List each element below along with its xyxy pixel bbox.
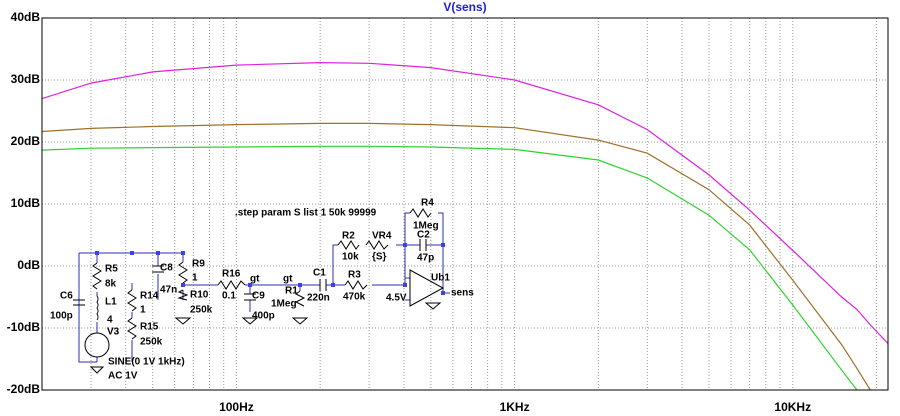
- grounds: [89, 302, 442, 374]
- component-label: R3: [348, 270, 361, 281]
- x-tick-label: 100Hz: [219, 400, 254, 414]
- component-label: 0.1: [222, 291, 236, 302]
- component-label: 1Meg: [413, 221, 439, 232]
- component-label: 1: [140, 305, 146, 316]
- component-label: C6: [60, 291, 73, 302]
- component-label: V3: [107, 327, 120, 338]
- y-tick-label: 30dB: [11, 72, 41, 86]
- x-tick-label: 10KHz: [774, 400, 811, 414]
- y-tick-label: -20dB: [7, 382, 41, 396]
- component-label: L1: [105, 297, 117, 308]
- component-label: R14: [140, 291, 159, 302]
- component-label: C9: [252, 291, 265, 302]
- component-label: AC 1V: [108, 371, 138, 382]
- schematic: .step param S list 1 50k 99999 R4 1Meg R2 V…: [50, 198, 474, 382]
- junctions: [95, 243, 445, 295]
- component-label: 4.5V: [386, 293, 407, 304]
- component-label: 100p: [50, 311, 73, 322]
- component-label: 250k: [140, 337, 163, 348]
- component-label: gt: [283, 274, 293, 285]
- y-tick-label: -10dB: [7, 320, 41, 334]
- x-tick-label: 1KHz: [500, 400, 530, 414]
- y-tick-label: 40dB: [11, 10, 41, 24]
- component-label: 47n: [160, 285, 177, 296]
- component-label: R4: [421, 198, 434, 209]
- components: [73, 208, 445, 340]
- component-label: R15: [140, 322, 159, 333]
- component-label: Ub1: [431, 273, 450, 284]
- component-label: 1Meg: [271, 299, 297, 310]
- series-line: [42, 122, 872, 390]
- component-label: 10k: [342, 252, 359, 263]
- component-label: 4: [107, 315, 113, 326]
- plot-lines: [42, 61, 888, 390]
- component-label: {S}: [372, 252, 387, 263]
- series-line: [42, 61, 888, 344]
- y-tick-label: 0dB: [17, 258, 40, 272]
- component-label: R2: [342, 231, 355, 242]
- component-label: 220n: [307, 293, 330, 304]
- component-label: 8k: [105, 279, 117, 290]
- component-label: 400p: [252, 311, 275, 322]
- component-label: C8: [160, 263, 173, 274]
- component-label: R16: [222, 269, 241, 280]
- component-label: 470k: [343, 292, 366, 303]
- component-label: R9: [192, 259, 205, 270]
- component-label: gt: [250, 274, 260, 285]
- voltage-source: [84, 332, 110, 358]
- y-tick-label: 20dB: [11, 134, 41, 148]
- component-label: 250k: [190, 305, 213, 316]
- plot-frame: [41, 17, 889, 391]
- component-label: R10: [190, 290, 209, 301]
- component-label: 1: [192, 273, 198, 284]
- component-label: 47p: [417, 253, 434, 264]
- y-tick-label: 10dB: [11, 196, 41, 210]
- component-label: C2: [417, 230, 430, 241]
- grid: [41, 17, 888, 391]
- component-label: VR4: [372, 231, 392, 242]
- component-label: R1: [285, 286, 298, 297]
- component-label: sens: [451, 288, 474, 299]
- component-label: SINE(0 1V 1kHz): [108, 357, 185, 368]
- component-label: C1: [313, 268, 326, 279]
- spice-directive: .step param S list 1 50k 99999: [235, 208, 377, 219]
- component-label: R5: [105, 264, 118, 275]
- chart-title: V(sens): [443, 0, 486, 14]
- series-line: [42, 145, 858, 390]
